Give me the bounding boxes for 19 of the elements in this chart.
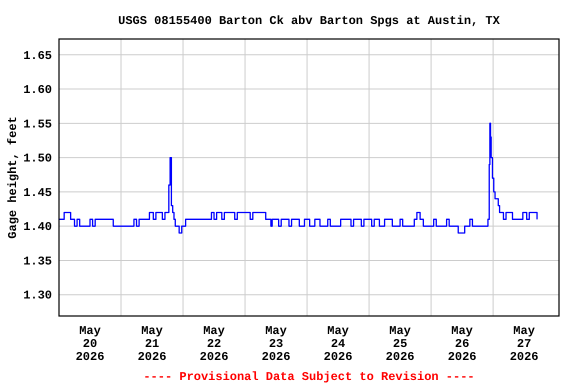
x-tick-label: May 22 2026	[200, 324, 228, 364]
y-tick-label: 1.45	[23, 186, 52, 200]
y-tick-label: 1.35	[23, 254, 52, 268]
x-tick-label: May 24 2026	[324, 324, 352, 364]
chart-title: USGS 08155400 Barton Ck abv Barton Spgs at Austin, TX	[118, 14, 501, 28]
x-tick-label: May 23 2026	[262, 324, 290, 364]
y-tick-label: 1.50	[23, 152, 52, 166]
text: ---- Provisional Data Subject to Revision ----	[143, 370, 475, 384]
y-tick-label: 1.40	[23, 220, 52, 234]
y-tick-label: 1.55	[23, 117, 52, 132]
x-tick-label: May 25 2026	[386, 324, 414, 364]
y-tick-label: 1.60	[23, 83, 52, 98]
y-tick-label: 1.65	[23, 48, 52, 63]
x-tick-label: May 26 2026	[448, 324, 477, 364]
y-tick-label: 1.30	[23, 288, 52, 303]
y-axis-title: Gage height, feet	[6, 116, 20, 239]
x-tick-label: May 21 2026	[138, 324, 166, 364]
x-tick-label: May 27 2026	[510, 324, 539, 364]
x-tick-label: May 20 2026	[76, 324, 104, 364]
